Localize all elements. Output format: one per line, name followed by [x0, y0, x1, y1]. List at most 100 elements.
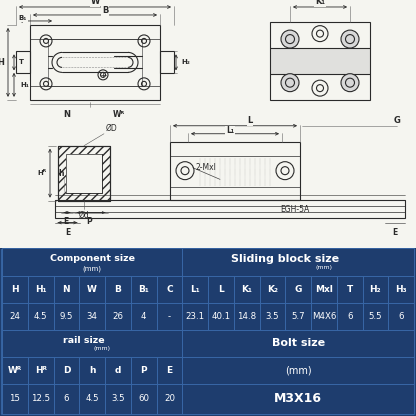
Bar	[270, 22, 370, 100]
Text: 23.1: 23.1	[186, 312, 205, 321]
Bar	[160, 52, 174, 73]
Text: 4.5: 4.5	[34, 312, 47, 321]
Bar	[2, 248, 182, 275]
Text: G: G	[295, 285, 302, 294]
Text: 9.5: 9.5	[59, 312, 73, 321]
Text: N: N	[62, 285, 70, 294]
Text: Hᴿ: Hᴿ	[37, 170, 47, 176]
Bar	[311, 303, 337, 330]
Bar	[2, 384, 28, 414]
Text: rail size: rail size	[63, 336, 105, 344]
Text: Wᴿ: Wᴿ	[8, 366, 22, 375]
Text: N: N	[63, 110, 70, 119]
Text: Component size: Component size	[50, 254, 135, 262]
Bar	[388, 303, 414, 330]
Bar	[66, 154, 102, 193]
Bar	[182, 303, 208, 330]
Bar	[79, 384, 105, 414]
Text: EGH-5A: EGH-5A	[280, 205, 310, 214]
Text: 24: 24	[10, 312, 20, 321]
Text: d: d	[115, 366, 121, 375]
Bar	[131, 357, 156, 384]
Bar	[2, 303, 28, 330]
Text: W: W	[90, 0, 99, 7]
Text: K₁: K₁	[241, 285, 252, 294]
Text: h: h	[58, 168, 64, 178]
Text: 12.5: 12.5	[31, 394, 50, 404]
Text: H₁: H₁	[35, 285, 46, 294]
Text: 26: 26	[112, 312, 124, 321]
Text: B₁: B₁	[19, 15, 27, 21]
Bar	[208, 303, 234, 330]
Bar	[285, 275, 311, 303]
Bar	[28, 357, 54, 384]
Circle shape	[281, 74, 299, 92]
Bar	[131, 303, 156, 330]
Bar	[131, 275, 156, 303]
Text: 60: 60	[138, 394, 149, 404]
Bar	[337, 275, 362, 303]
Bar	[362, 303, 388, 330]
Bar	[54, 275, 79, 303]
Bar	[30, 25, 160, 100]
Bar	[2, 357, 28, 384]
Text: 6: 6	[64, 394, 69, 404]
Text: 20: 20	[164, 394, 175, 404]
Text: Bolt size: Bolt size	[272, 338, 324, 348]
Text: 3.5: 3.5	[265, 312, 279, 321]
Bar	[54, 303, 79, 330]
Bar	[2, 330, 182, 357]
Text: L₁: L₁	[190, 285, 200, 294]
Text: H: H	[0, 58, 5, 67]
Bar	[182, 248, 414, 275]
Text: L₁: L₁	[226, 126, 234, 135]
Text: L: L	[248, 116, 253, 125]
Text: M4X6: M4X6	[312, 312, 336, 321]
Bar	[58, 146, 110, 201]
Bar	[260, 275, 285, 303]
Text: L: L	[218, 285, 224, 294]
Text: E: E	[65, 228, 70, 237]
Text: 2-Mxl: 2-Mxl	[195, 163, 216, 172]
Text: 34: 34	[87, 312, 98, 321]
Text: C: C	[166, 285, 173, 294]
Bar	[66, 154, 102, 193]
Bar	[260, 303, 285, 330]
Text: Mxl: Mxl	[315, 285, 333, 294]
Bar	[362, 275, 388, 303]
Text: D: D	[63, 366, 70, 375]
Text: H: H	[11, 285, 19, 294]
Bar	[2, 275, 28, 303]
Bar	[156, 357, 182, 384]
Text: E: E	[166, 366, 173, 375]
Text: E: E	[392, 228, 398, 237]
Text: T: T	[19, 59, 24, 65]
Bar	[28, 384, 54, 414]
Bar	[208, 275, 234, 303]
Text: ØD: ØD	[106, 124, 118, 133]
Text: H₂: H₂	[369, 285, 381, 294]
Bar	[79, 357, 105, 384]
Bar	[55, 200, 405, 218]
Bar	[131, 384, 156, 414]
Bar	[388, 275, 414, 303]
Text: T: T	[347, 285, 353, 294]
Bar	[182, 330, 414, 357]
Text: B₁: B₁	[138, 285, 149, 294]
Bar	[79, 303, 105, 330]
Text: Wᴿ: Wᴿ	[112, 110, 124, 119]
Bar	[182, 384, 414, 414]
Bar	[182, 275, 208, 303]
Text: Hᴿ: Hᴿ	[35, 366, 47, 375]
Bar	[270, 48, 370, 74]
Text: -: -	[168, 312, 171, 321]
Text: 3.5: 3.5	[111, 394, 125, 404]
Circle shape	[281, 30, 299, 48]
Text: (mm): (mm)	[83, 265, 102, 272]
Bar	[170, 142, 300, 200]
Text: H₂: H₂	[181, 59, 190, 65]
Circle shape	[341, 74, 359, 92]
Text: 4: 4	[141, 312, 146, 321]
Text: 40.1: 40.1	[211, 312, 230, 321]
Bar	[311, 275, 337, 303]
